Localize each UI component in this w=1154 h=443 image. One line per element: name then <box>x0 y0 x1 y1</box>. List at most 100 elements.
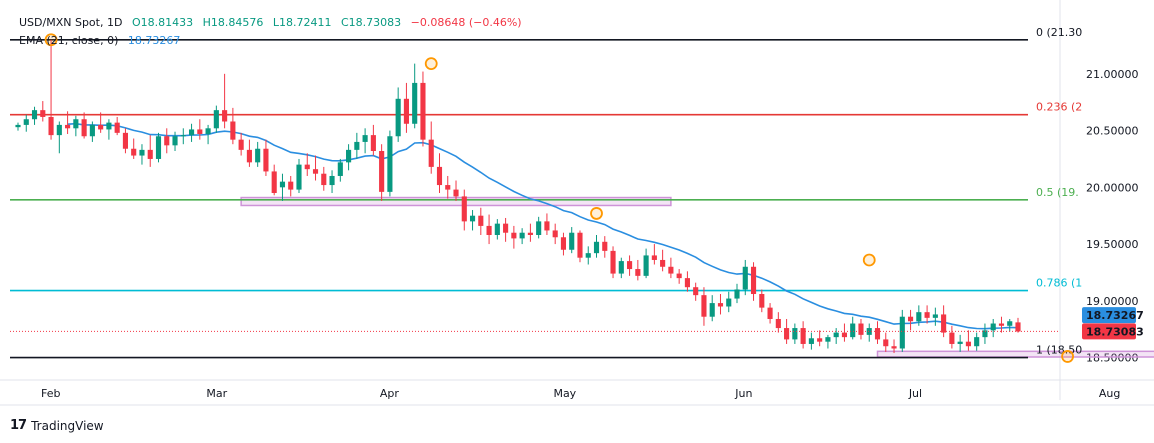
candle-body[interactable] <box>974 337 979 346</box>
candle-body[interactable] <box>883 339 888 346</box>
candle-body[interactable] <box>619 261 624 273</box>
candle-body[interactable] <box>40 110 45 117</box>
candle-body[interactable] <box>925 312 930 318</box>
candle-body[interactable] <box>396 99 401 136</box>
candle-body[interactable] <box>569 233 574 250</box>
pivot-marker[interactable] <box>591 208 602 219</box>
candle-body[interactable] <box>726 299 731 307</box>
candle-body[interactable] <box>784 328 789 339</box>
candle-body[interactable] <box>98 125 103 130</box>
candle-body[interactable] <box>759 294 764 308</box>
candle-body[interactable] <box>768 308 773 319</box>
candle-body[interactable] <box>693 287 698 295</box>
candle-body[interactable] <box>817 338 822 341</box>
candle-body[interactable] <box>710 303 715 317</box>
candle-body[interactable] <box>15 125 20 127</box>
candle-body[interactable] <box>222 110 227 121</box>
candle-body[interactable] <box>635 269 640 276</box>
candle-body[interactable] <box>329 176 334 185</box>
candle-body[interactable] <box>668 267 673 274</box>
candle-body[interactable] <box>511 233 516 239</box>
candle-body[interactable] <box>660 260 665 267</box>
candle-body[interactable] <box>594 242 599 253</box>
candle-body[interactable] <box>420 83 425 140</box>
candle-body[interactable] <box>503 224 508 233</box>
candle-body[interactable] <box>65 125 70 128</box>
candle-body[interactable] <box>255 149 260 163</box>
candle-body[interactable] <box>462 196 467 221</box>
candle-body[interactable] <box>520 233 525 239</box>
candle-body[interactable] <box>553 230 558 237</box>
candle-body[interactable] <box>321 174 326 185</box>
candle-body[interactable] <box>313 169 318 174</box>
candle-body[interactable] <box>32 110 37 119</box>
candle-body[interactable] <box>743 267 748 290</box>
candle-body[interactable] <box>387 136 392 192</box>
candle-body[interactable] <box>453 190 458 197</box>
candle-body[interactable] <box>1007 321 1012 326</box>
candle-body[interactable] <box>206 128 211 134</box>
candle-body[interactable] <box>247 150 252 162</box>
candle-body[interactable] <box>834 333 839 338</box>
candle-body[interactable] <box>189 129 194 135</box>
candle-body[interactable] <box>354 142 359 150</box>
candle-body[interactable] <box>57 125 62 135</box>
candle-body[interactable] <box>627 261 632 269</box>
candle-body[interactable] <box>272 171 277 193</box>
candle-body[interactable] <box>296 165 301 190</box>
candle-body[interactable] <box>82 119 87 136</box>
candle-body[interactable] <box>106 123 111 130</box>
candle-body[interactable] <box>445 185 450 190</box>
candle-body[interactable] <box>734 289 739 298</box>
pivot-marker[interactable] <box>1062 351 1073 362</box>
candle-body[interactable] <box>652 255 657 260</box>
candle-body[interactable] <box>801 328 806 344</box>
candle-body[interactable] <box>24 119 29 125</box>
candle-body[interactable] <box>437 167 442 185</box>
candle-body[interactable] <box>875 328 880 339</box>
candle-body[interactable] <box>197 129 202 134</box>
candle-body[interactable] <box>239 140 244 150</box>
candle-body[interactable] <box>685 278 690 287</box>
support-zone[interactable] <box>878 351 1154 357</box>
candle-body[interactable] <box>933 314 938 317</box>
candle-body[interactable] <box>131 149 136 156</box>
candle-body[interactable] <box>346 150 351 162</box>
candle-body[interactable] <box>776 319 781 328</box>
candle-body[interactable] <box>891 346 896 348</box>
candle-body[interactable] <box>123 133 128 149</box>
candle-body[interactable] <box>586 253 591 258</box>
candle-body[interactable] <box>404 99 409 124</box>
candle-body[interactable] <box>429 140 434 167</box>
candle-body[interactable] <box>338 162 343 176</box>
candle-body[interactable] <box>577 233 582 258</box>
candle-body[interactable] <box>561 237 566 249</box>
candle-body[interactable] <box>172 136 177 145</box>
candle-body[interactable] <box>536 221 541 235</box>
candle-body[interactable] <box>966 342 971 347</box>
candle-body[interactable] <box>792 328 797 339</box>
pivot-marker[interactable] <box>864 254 875 265</box>
candle-body[interactable] <box>379 151 384 192</box>
candle-body[interactable] <box>999 324 1004 326</box>
candle-body[interactable] <box>230 121 235 139</box>
candle-body[interactable] <box>48 117 53 135</box>
candle-body[interactable] <box>214 110 219 128</box>
candle-body[interactable] <box>528 233 533 235</box>
candle-body[interactable] <box>363 135 368 142</box>
candle-body[interactable] <box>991 324 996 331</box>
candle-body[interactable] <box>288 182 293 190</box>
candle-body[interactable] <box>263 149 268 172</box>
symbol-title[interactable]: USD/MXN Spot, 1D <box>19 16 122 29</box>
candle-body[interactable] <box>371 135 376 151</box>
candle-body[interactable] <box>718 303 723 306</box>
candle-body[interactable] <box>908 317 913 322</box>
candle-body[interactable] <box>958 342 963 344</box>
candle-body[interactable] <box>115 123 120 133</box>
candle-body[interactable] <box>941 314 946 332</box>
candle-body[interactable] <box>677 274 682 279</box>
candle-body[interactable] <box>751 267 756 294</box>
candle-body[interactable] <box>701 295 706 317</box>
candle-body[interactable] <box>1015 322 1020 331</box>
candle-body[interactable] <box>850 324 855 338</box>
